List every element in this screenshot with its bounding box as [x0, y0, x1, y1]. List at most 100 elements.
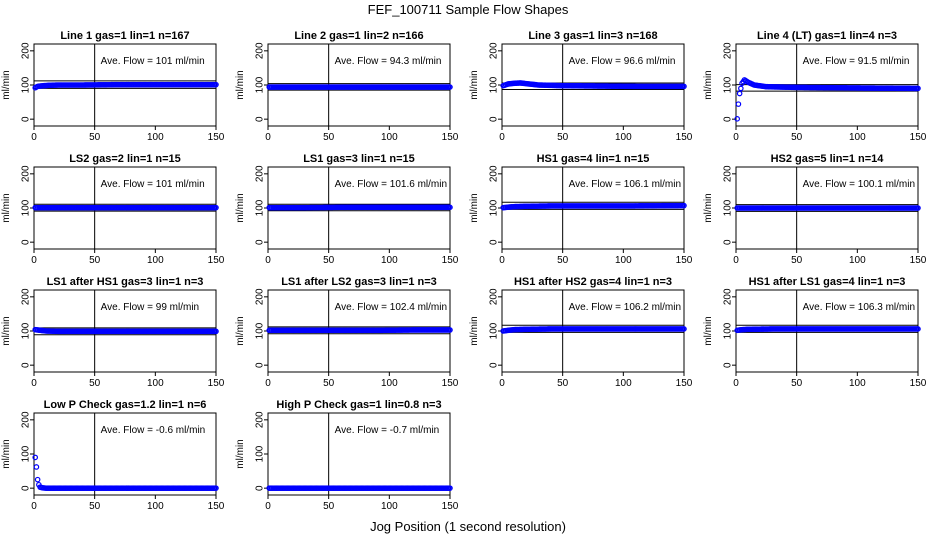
y-tick-label: 100: [21, 322, 32, 339]
data-point: [681, 202, 687, 209]
ave-flow-annotation: Ave. Flow = 94.3 ml/min: [335, 56, 442, 67]
data-point: [32, 454, 39, 461]
data-point: [447, 84, 453, 90]
x-tick-label: 150: [442, 255, 459, 266]
ave-flow-annotation: Ave. Flow = 100.1 ml/min: [803, 179, 915, 190]
x-tick-label: 150: [676, 378, 693, 389]
x-tick-label: 0: [265, 132, 271, 143]
y-tick-label: 100: [489, 76, 500, 93]
x-tick-label: 100: [615, 255, 632, 266]
y-axis-label: ml/min: [703, 316, 714, 345]
panel-title: LS1 gas=3 lin=1 n=15: [303, 153, 415, 165]
y-tick-label: 0: [489, 362, 500, 368]
x-tick-label: 50: [323, 255, 335, 266]
x-tick-label: 150: [208, 378, 225, 389]
panel-9: LS1 after HS1 gas=3 lin=1 n=3 0 100 200 ml/m…: [1, 276, 225, 389]
data-series: [32, 81, 219, 91]
data-point: [915, 85, 921, 92]
ave-flow-annotation: Ave. Flow = 91.5 ml/min: [803, 56, 910, 67]
ave-flow-annotation: Ave. Flow = 101 ml/min: [101, 56, 205, 67]
x-tick-label: 50: [791, 378, 803, 389]
x-tick-label: 100: [849, 255, 866, 266]
y-tick-label: 0: [21, 485, 32, 491]
y-tick-label: 200: [255, 288, 266, 305]
figure-title: FEF_100711 Sample Flow Shapes: [367, 2, 569, 17]
x-tick-label: 50: [323, 501, 335, 512]
ave-flow-annotation: Ave. Flow = 101.6 ml/min: [335, 179, 447, 190]
data-series: [734, 326, 921, 334]
y-tick-label: 100: [723, 76, 734, 93]
panel-title: Line 3 gas=1 lin=3 n=168: [528, 30, 657, 42]
y-tick-label: 100: [255, 322, 266, 339]
panel-13: Low P Check gas=1.2 lin=1 n=6 0 100 200 ml/m…: [1, 399, 225, 512]
x-tick-label: 0: [733, 378, 739, 389]
y-tick-label: 200: [255, 165, 266, 182]
y-axis-label: ml/min: [1, 439, 12, 468]
y-axis-label: ml/min: [235, 70, 246, 99]
x-tick-label: 100: [381, 501, 398, 512]
y-tick-label: 100: [21, 445, 32, 462]
ave-flow-annotation: Ave. Flow = 99 ml/min: [101, 302, 199, 313]
panel-2: Line 2 gas=1 lin=2 n=166 0 100 200 ml/min 0 50…: [235, 30, 459, 143]
x-tick-label: 150: [442, 132, 459, 143]
y-tick-label: 0: [255, 485, 266, 491]
panel-1: Line 1 gas=1 lin=1 n=167 0 100 200 ml/min 0 50…: [1, 30, 225, 143]
y-tick-label: 0: [723, 239, 734, 245]
x-tick-label: 0: [265, 378, 271, 389]
x-tick-label: 100: [147, 132, 164, 143]
ave-flow-annotation: Ave. Flow = 102.4 ml/min: [335, 302, 447, 313]
x-tick-label: 150: [910, 378, 927, 389]
y-tick-label: 0: [255, 362, 266, 368]
data-point: [734, 116, 741, 122]
y-tick-label: 0: [21, 239, 32, 245]
x-tick-label: 150: [208, 255, 225, 266]
x-tick-label: 100: [849, 132, 866, 143]
data-series: [32, 204, 219, 211]
panel-8: HS2 gas=5 lin=1 n=14 0 100 200 ml/min 0 50 100 1…: [703, 153, 927, 266]
x-tick-label: 50: [791, 255, 803, 266]
figure-x-label: Jog Position (1 second resolution): [370, 519, 566, 534]
y-tick-label: 0: [723, 116, 734, 122]
data-series: [266, 84, 453, 90]
panel-5: LS2 gas=2 lin=1 n=15 0 100 200 ml/min 0 50 100 1…: [1, 153, 225, 266]
y-axis-label: ml/min: [1, 193, 12, 222]
y-tick-label: 0: [21, 362, 32, 368]
data-series: [266, 204, 453, 211]
panel-10: LS1 after LS2 gas=3 lin=1 n=3 0 100 200 ml/m…: [235, 276, 459, 389]
x-tick-label: 150: [442, 378, 459, 389]
panel-title: LS2 gas=2 lin=1 n=15: [69, 153, 181, 165]
panel-title: LS1 after LS2 gas=3 lin=1 n=3: [281, 276, 437, 288]
panel-4: Line 4 (LT) gas=1 lin=4 n=3 0 100 200 ml/min…: [703, 30, 927, 143]
panel-14: High P Check gas=1 lin=0.8 n=3 0 100 200 ml/…: [235, 399, 459, 512]
panel-title: HS2 gas=5 lin=1 n=14: [771, 153, 885, 165]
panel-12: HS1 after LS1 gas=4 lin=1 n=3 0 100 200 ml/m…: [703, 276, 927, 389]
y-tick-label: 200: [21, 165, 32, 182]
ave-flow-annotation: Ave. Flow = -0.6 ml/min: [101, 425, 206, 436]
x-tick-label: 100: [615, 378, 632, 389]
y-tick-label: 200: [723, 288, 734, 305]
x-tick-label: 100: [381, 378, 398, 389]
x-tick-label: 50: [89, 378, 101, 389]
data-point: [33, 464, 40, 470]
x-tick-label: 0: [499, 378, 505, 389]
y-axis-label: ml/min: [469, 193, 480, 222]
x-tick-label: 50: [557, 255, 569, 266]
x-tick-label: 150: [208, 501, 225, 512]
y-tick-label: 100: [255, 445, 266, 462]
y-tick-label: 100: [489, 322, 500, 339]
data-series: [734, 77, 921, 122]
data-series: [500, 202, 687, 211]
data-point: [34, 476, 41, 483]
x-tick-label: 150: [208, 132, 225, 143]
x-tick-label: 0: [499, 255, 505, 266]
panel-title: Line 2 gas=1 lin=2 n=166: [294, 30, 423, 42]
x-tick-label: 50: [89, 501, 101, 512]
x-tick-label: 100: [147, 378, 164, 389]
data-point: [915, 205, 921, 211]
x-tick-label: 0: [31, 132, 37, 143]
x-tick-label: 0: [733, 255, 739, 266]
y-tick-label: 100: [255, 76, 266, 93]
y-tick-label: 100: [21, 76, 32, 93]
ave-flow-annotation: Ave. Flow = 106.3 ml/min: [803, 302, 915, 313]
